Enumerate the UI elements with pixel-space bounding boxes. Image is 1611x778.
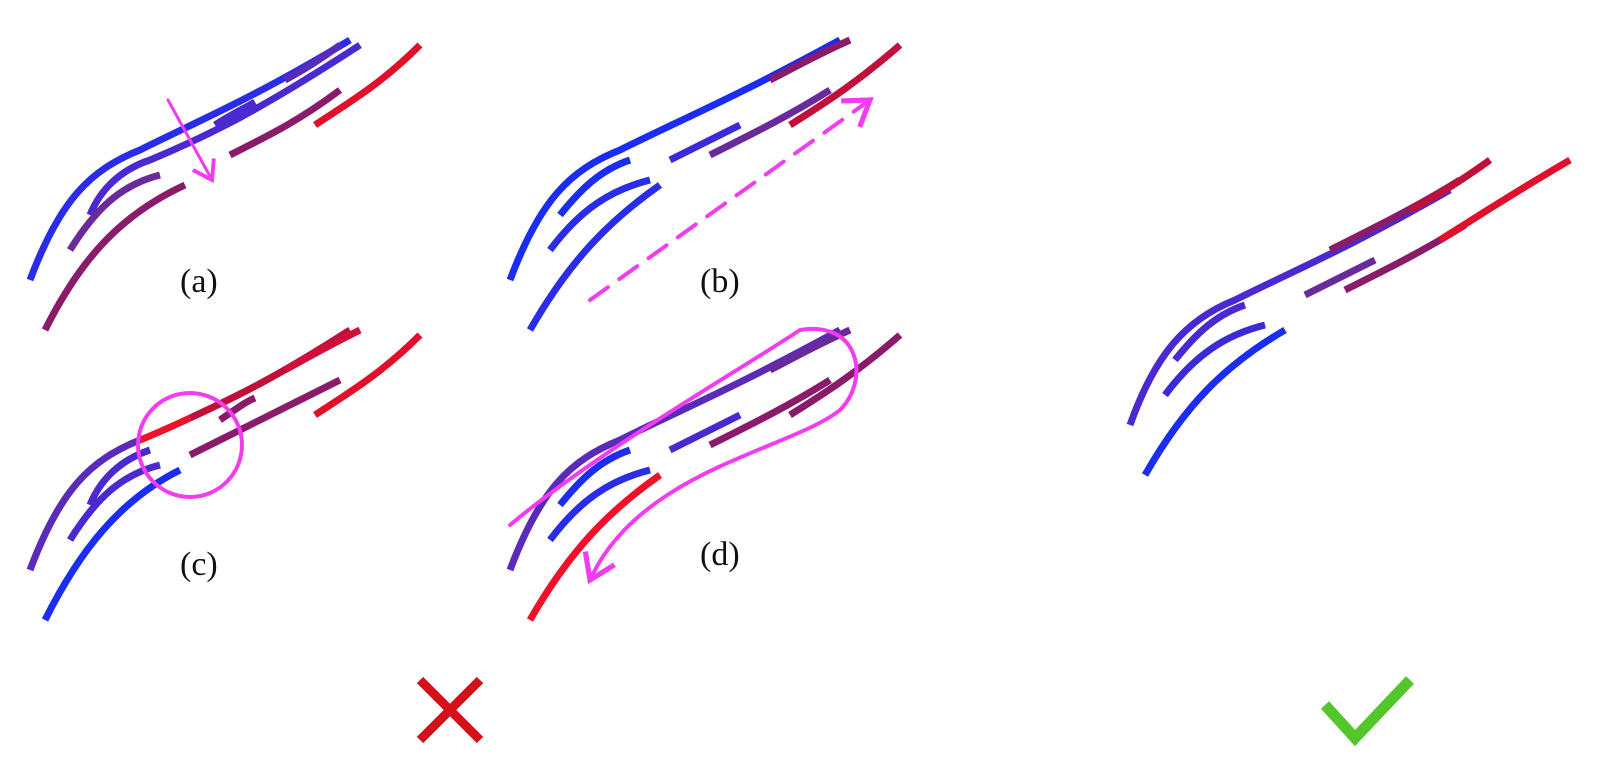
stroke-4 — [526, 182, 663, 332]
correct-result — [1126, 156, 1572, 477]
panel-b-strokes — [506, 36, 903, 332]
stroke-3 — [67, 171, 161, 252]
stroke-4 — [1141, 326, 1287, 477]
stroke-6 — [313, 42, 423, 128]
stroke-3 — [1162, 321, 1266, 398]
stroke-7 — [213, 98, 257, 128]
reversal-loop-arrow — [508, 326, 859, 585]
stroke-7 — [1438, 156, 1572, 243]
stroke-2 — [1172, 301, 1247, 363]
panel-a-label: (a) — [180, 263, 218, 300]
stroke-1a — [26, 436, 142, 572]
panel-b: (b) — [506, 36, 903, 332]
panel-d: (d) — [506, 326, 903, 622]
panel-c-label: (c) — [180, 546, 218, 583]
stroke-3 — [547, 466, 651, 543]
stroke-2 — [86, 446, 152, 507]
stroke-3 — [67, 461, 161, 542]
stroke-6 — [313, 332, 423, 418]
stroke-7 — [788, 42, 903, 128]
stroke-8 — [1408, 157, 1493, 214]
stroke-1 — [506, 36, 842, 282]
stroke-1 — [1126, 186, 1452, 427]
sequence-arrow — [588, 97, 874, 302]
stroke-5 — [668, 411, 742, 454]
stroke-1 — [26, 36, 352, 282]
stroke-5 — [188, 376, 342, 459]
panel-d-label: (d) — [700, 536, 740, 573]
stroke-5 — [1303, 256, 1377, 299]
inconsistency-circle — [136, 391, 244, 499]
stroke-6 — [708, 377, 832, 449]
stroke-4 — [41, 466, 182, 622]
stroke-5 — [668, 121, 742, 164]
stroke-7 — [788, 332, 903, 418]
panel-a-strokes — [26, 36, 423, 332]
panel-c-strokes — [26, 326, 423, 622]
stroke-1 — [506, 326, 842, 572]
stroke-6 — [708, 87, 832, 159]
stroke-5 — [228, 87, 343, 159]
stroke-2 — [557, 156, 632, 218]
stroke-8 — [283, 42, 343, 84]
stroke-2 — [86, 42, 362, 217]
stroke-8 — [283, 326, 362, 374]
panel-b-label: (b) — [700, 263, 740, 300]
stroke-4 — [526, 472, 663, 622]
panel-a: (a) — [26, 36, 423, 332]
checkmark-icon — [1320, 676, 1414, 747]
stroke-8 — [768, 36, 852, 84]
stroke-7 — [218, 394, 257, 423]
misorder-arrow — [166, 98, 216, 184]
stroke-3 — [547, 176, 651, 253]
stroke-2 — [557, 446, 632, 508]
panel-c: (c) — [26, 326, 423, 622]
stroke-4 — [41, 181, 187, 332]
cross-icon — [416, 676, 484, 744]
panel-d-strokes — [506, 326, 903, 622]
stroke-1b — [138, 414, 192, 444]
